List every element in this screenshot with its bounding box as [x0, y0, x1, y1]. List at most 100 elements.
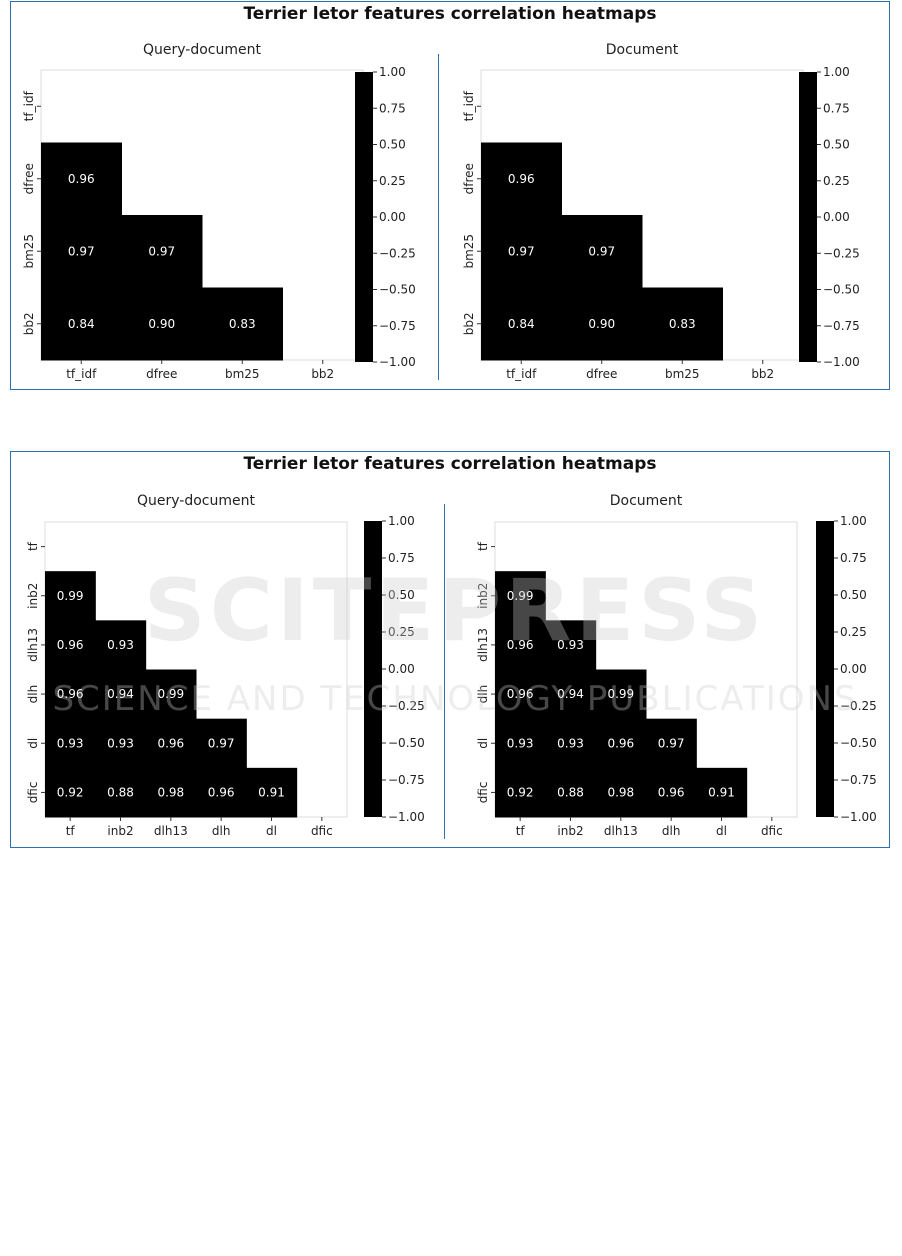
- colorbar-tick-label: −0.75: [840, 773, 877, 787]
- panel-subtitle: Query-document: [143, 42, 261, 58]
- colorbar-tick-label: −0.50: [388, 736, 425, 750]
- heatmap-cell: [481, 215, 562, 288]
- heatmap-panel: Query-document 0.99 0.96 0.93 0.96 0.94 0.99 0.…: [26, 493, 425, 838]
- y-tick-label: tf_idf: [22, 90, 36, 121]
- heatmap-cell: [545, 620, 597, 670]
- heatmap-cell: [646, 767, 697, 818]
- cell-value-label: 0.92: [57, 785, 84, 799]
- cell-value-label: 0.83: [229, 317, 256, 331]
- y-tick-label: dlh: [26, 685, 40, 704]
- cell-value-label: 0.97: [658, 736, 685, 750]
- cell-value-label: 0.84: [68, 317, 95, 331]
- figure-title: Terrier letor features correlation heatm…: [243, 454, 657, 474]
- heatmap-cell: [545, 767, 597, 818]
- heatmap-cell: [595, 669, 647, 720]
- y-tick-label: dlh13: [476, 628, 490, 662]
- colorbar-tick-label: 0.00: [840, 662, 867, 676]
- cell-value-label: 0.94: [557, 687, 584, 701]
- y-tick-label: inb2: [476, 583, 490, 609]
- y-tick-label: tf: [476, 541, 490, 551]
- colorbar-tick-label: 0.00: [388, 662, 415, 676]
- heatmap-cell: [95, 669, 147, 720]
- cell-value-label: 0.97: [588, 244, 615, 258]
- x-tick-label: inb2: [107, 824, 133, 838]
- x-tick-label: dfree: [586, 367, 617, 381]
- heatmap-panel: Document 0.99 0.96 0.93 0.96 0.94 0.99 0.93 0.93…: [476, 493, 877, 838]
- cell-value-label: 0.99: [57, 589, 84, 603]
- x-tick-label: dlh: [212, 824, 231, 838]
- x-tick-label: dlh13: [604, 824, 638, 838]
- heatmap-cell: [481, 142, 562, 216]
- y-tick-label: bb2: [22, 312, 36, 335]
- heatmap-cell: [545, 669, 597, 720]
- cell-value-label: 0.93: [107, 638, 134, 652]
- cell-value-label: 0.93: [557, 638, 584, 652]
- y-tick-label: bb2: [462, 312, 476, 335]
- heatmap-cell: [595, 718, 647, 769]
- heatmap-cell: [495, 620, 546, 670]
- colorbar-tick-label: −0.25: [840, 699, 877, 713]
- heatmap-cell: [642, 287, 723, 361]
- colorbar-tick-label: −0.25: [379, 246, 416, 260]
- colorbar-tick-label: −0.25: [388, 699, 425, 713]
- heatmap-cell: [246, 767, 298, 818]
- cell-value-label: 0.96: [507, 638, 534, 652]
- cell-value-label: 0.97: [208, 736, 235, 750]
- y-tick-label: inb2: [26, 583, 40, 609]
- cell-value-label: 0.96: [607, 736, 634, 750]
- heatmap-cell: [495, 669, 546, 720]
- colorbar-tick-label: 0.00: [823, 210, 850, 224]
- colorbar-tick-label: 0.75: [823, 101, 850, 115]
- panel-subtitle: Query-document: [137, 493, 255, 509]
- x-tick-label: bm25: [225, 367, 260, 381]
- cell-value-label: 0.97: [508, 244, 535, 258]
- cell-value-label: 0.96: [208, 785, 235, 799]
- colorbar-tick-label: −0.50: [840, 736, 877, 750]
- cell-value-label: 0.96: [508, 172, 535, 186]
- cell-value-label: 0.88: [557, 785, 584, 799]
- colorbar-tick-label: −0.50: [823, 283, 860, 297]
- heatmap-cell: [145, 767, 197, 818]
- colorbar-tick-label: −1.00: [823, 355, 860, 369]
- colorbar-tick-label: 0.50: [379, 138, 406, 152]
- heatmap-cell: [481, 287, 562, 361]
- colorbar-tick-label: 0.25: [840, 625, 867, 639]
- colorbar-tick-label: −1.00: [840, 810, 877, 824]
- colorbar: [799, 72, 817, 362]
- heatmap-cell: [145, 669, 197, 720]
- heatmap-cell: [41, 287, 122, 361]
- panel-subtitle: Document: [606, 42, 679, 58]
- heatmap-cell: [495, 767, 546, 818]
- colorbar-tick-label: 0.00: [379, 210, 406, 224]
- heatmap-cell: [121, 287, 203, 361]
- y-tick-label: dfic: [26, 782, 40, 804]
- heatmap-cell: [41, 142, 122, 216]
- cell-value-label: 0.99: [157, 687, 184, 701]
- x-tick-label: bm25: [665, 367, 700, 381]
- cell-value-label: 0.93: [107, 736, 134, 750]
- cell-value-label: 0.97: [68, 244, 95, 258]
- y-tick-label: dl: [26, 738, 40, 749]
- panel-subtitle: Document: [610, 493, 683, 509]
- heatmap-cell: [196, 718, 247, 769]
- colorbar-tick-label: −0.75: [823, 319, 860, 333]
- y-tick-label: tf_idf: [462, 90, 476, 121]
- heatmap-cell: [495, 571, 546, 621]
- cell-value-label: 0.99: [507, 589, 534, 603]
- heatmap-cell: [696, 767, 748, 818]
- x-tick-label: inb2: [557, 824, 583, 838]
- cell-value-label: 0.93: [557, 736, 584, 750]
- heatmap-panel: Query-document 0.96 0.97 0.97 0.84 0.90 0.83 tf…: [22, 42, 416, 381]
- cell-value-label: 0.96: [57, 638, 84, 652]
- colorbar-tick-label: −0.25: [823, 246, 860, 260]
- heatmap-figure-2: Terrier letor features correlation heatm…: [10, 451, 890, 848]
- cell-value-label: 0.96: [57, 687, 84, 701]
- x-tick-label: dlh: [662, 824, 681, 838]
- y-tick-label: bm25: [462, 234, 476, 269]
- colorbar-tick-label: 0.25: [388, 625, 415, 639]
- x-tick-label: dfree: [146, 367, 177, 381]
- heatmap-cell: [45, 669, 96, 720]
- heatmap-cell: [145, 718, 197, 769]
- x-tick-label: tf: [66, 824, 76, 838]
- y-tick-label: dl: [476, 738, 490, 749]
